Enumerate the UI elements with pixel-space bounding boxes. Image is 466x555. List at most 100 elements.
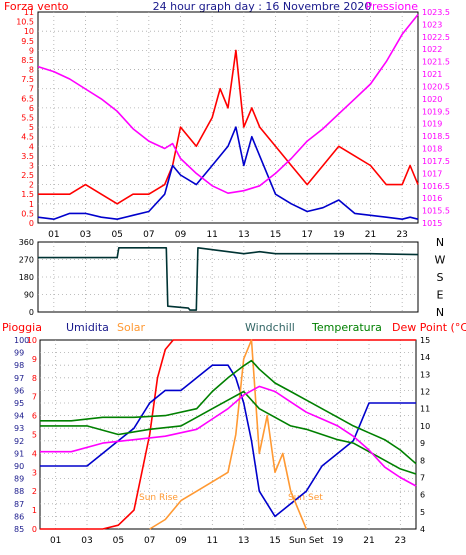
legend-temperatura: Temperatura	[311, 321, 382, 334]
climate-series-temperaturaline	[40, 359, 417, 465]
wind-y-tick-label: 9.5	[21, 37, 34, 46]
wind-y-tick-label: 7	[29, 85, 34, 94]
wind-x-tick-label: 03	[80, 230, 91, 240]
wind-x-tick-label: 21	[365, 230, 376, 240]
humidity-y-tick-label: 91	[14, 449, 24, 458]
sun-set-annotation: Sun Set	[288, 493, 323, 503]
pressure-y-tick-label: 1022.5	[422, 33, 450, 42]
pressure-label: Pressione	[366, 0, 419, 13]
legend-dew-point: Dew Point (°C)	[392, 321, 466, 334]
pressure-y-tick-label: 1019	[422, 120, 442, 129]
wind-y-tick-label: 10	[24, 27, 34, 36]
temp-y-tick-label: 13	[420, 370, 430, 379]
pressure-y-tick-label: 1019.5	[422, 107, 450, 116]
wind-series-blue-line	[37, 126, 419, 220]
climate-x-tick-label: 15	[269, 536, 280, 546]
wind-y-tick-label: 7.5	[21, 75, 34, 84]
pressure-y-tick-label: 1017.5	[422, 157, 450, 166]
wind-y-tick-label: 5.5	[21, 114, 34, 123]
chart-title: 24 hour graph day : 16 Novembre 2020	[153, 0, 372, 13]
pressure-y-tick-label: 1018	[422, 145, 442, 154]
wind-x-tick-label: 17	[301, 230, 312, 240]
temp-y-tick-label: 4	[420, 525, 425, 534]
pressure-y-tick-label: 1018.5	[422, 132, 450, 141]
wind-x-tick-label: 11	[206, 230, 217, 240]
wind-series-magenta-line	[37, 14, 419, 194]
pressure-y-tick-label: 1023	[422, 20, 442, 29]
wind-y-tick-label: 3	[29, 161, 34, 170]
climate-x-tick-label: 13	[238, 536, 249, 546]
climate-x-tick-label: 03	[81, 536, 92, 546]
climate-series-solarline	[149, 339, 308, 530]
temp-y-tick-label: 10	[420, 422, 430, 431]
humidity-y-tick-label: 96	[14, 386, 24, 395]
pressure-y-tick-label: 1016	[422, 194, 442, 203]
legend-solar: Solar	[117, 321, 146, 334]
rain-y-tick-label: 7	[32, 393, 37, 402]
compass-label: S	[437, 271, 444, 284]
humidity-y-tick-label: 85	[14, 525, 24, 534]
rain-y-tick-label: 6	[32, 412, 37, 421]
wind-x-tick-label: 05	[111, 230, 122, 240]
climate-x-tick-label: 05	[113, 536, 124, 546]
humidity-y-tick-label: 93	[14, 424, 24, 433]
wind-x-tick-label: 07	[143, 230, 154, 240]
wind-y-tick-label: 1	[29, 200, 34, 209]
wind-series-red-line	[38, 49, 419, 205]
wind-y-tick-label: 0.5	[21, 209, 34, 218]
humidity-y-tick-label: 95	[14, 399, 24, 408]
compass-label: W	[435, 254, 446, 267]
climate-series-dew-point-c-line	[40, 385, 417, 487]
wind-chart-frame	[37, 11, 419, 224]
temp-y-tick-label: 5	[420, 508, 425, 517]
compass-label: E	[437, 289, 444, 302]
rain-y-tick-label: 0	[32, 525, 37, 534]
humidity-y-tick-label: 88	[14, 487, 24, 496]
sun-rise-annotation: Sun Rise	[139, 493, 178, 503]
wind-y-tick-label: 11	[24, 8, 34, 17]
direction-y-tick-label: 360	[19, 238, 34, 247]
wind-y-tick-label: 8.5	[21, 56, 34, 65]
wind-y-tick-label: 2.5	[21, 171, 34, 180]
humidity-y-tick-label: 90	[14, 462, 24, 471]
temp-y-tick-label: 8	[420, 456, 425, 465]
pressure-y-tick-label: 1015	[422, 219, 442, 228]
compass-label: N	[436, 236, 444, 249]
climate-x-tick-label: 19	[332, 536, 344, 546]
climate-x-tick-label: 21	[363, 536, 374, 546]
temp-y-tick-label: 11	[420, 405, 430, 414]
wind-y-tick-label: 0	[29, 219, 34, 228]
rain-y-tick-label: 4	[32, 449, 37, 458]
wind-x-tick-label: 15	[270, 230, 281, 240]
climate-x-tick-label: 11	[207, 536, 218, 546]
temp-y-tick-label: 6	[420, 491, 425, 500]
temp-y-tick-label: 14	[420, 353, 430, 362]
humidity-y-tick-label: 99	[14, 349, 24, 358]
pressure-y-tick-label: 1021.5	[422, 58, 450, 67]
climate-x-tick-label: Sun Set	[289, 536, 324, 546]
direction-series-line	[38, 247, 419, 311]
wind-x-tick-label: 19	[333, 230, 345, 240]
wind-y-tick-label: 6	[29, 104, 34, 113]
direction-y-tick-label: 180	[19, 273, 34, 282]
wind-y-tick-label: 5	[29, 123, 34, 132]
climate-x-tick-label: 01	[50, 536, 61, 546]
rain-y-tick-label: 5	[32, 431, 37, 440]
humidity-y-tick-label: 97	[14, 374, 24, 383]
wind-x-tick-label: 09	[175, 230, 187, 240]
climate-x-tick-label: 09	[175, 536, 187, 546]
wind-x-tick-label: 01	[48, 230, 59, 240]
rain-y-tick-label: 3	[32, 468, 37, 477]
wind-y-tick-label: 2	[29, 181, 34, 190]
pressure-y-tick-label: 1021	[422, 70, 442, 79]
rain-y-tick-label: 2	[32, 487, 37, 496]
pressure-y-tick-label: 1015.5	[422, 207, 450, 216]
direction-y-tick-label: 90	[24, 291, 34, 300]
humidity-y-tick-label: 98	[14, 361, 24, 370]
humidity-y-tick-label: 86	[14, 512, 24, 521]
rain-y-tick-label: 10	[27, 336, 37, 345]
wind-y-tick-label: 9	[29, 46, 34, 55]
direction-y-tick-label: 0	[29, 308, 34, 317]
pressure-y-tick-label: 1020.5	[422, 82, 450, 91]
